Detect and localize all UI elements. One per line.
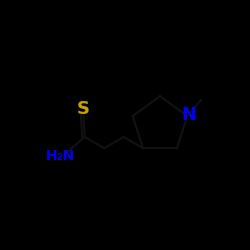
Text: S: S xyxy=(77,100,90,118)
Text: N: N xyxy=(181,106,196,124)
Text: H₂N: H₂N xyxy=(46,149,75,163)
